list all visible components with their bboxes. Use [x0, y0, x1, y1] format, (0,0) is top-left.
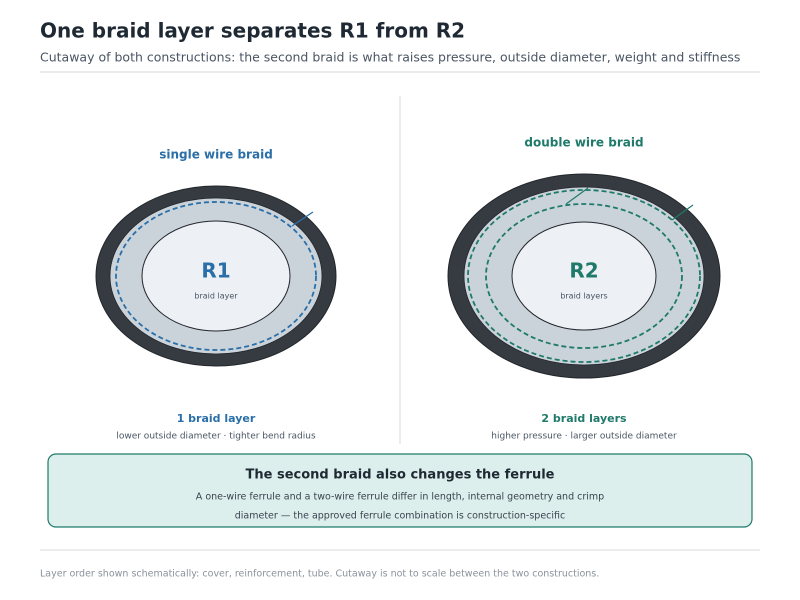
- construction-label: R2: [569, 259, 598, 283]
- cutaway-r2: [447, 173, 721, 379]
- cutaway-r1: [95, 185, 337, 367]
- panel-heading: single wire braid: [159, 148, 273, 162]
- footnote: Layer order shown schematically: cover, …: [40, 569, 599, 580]
- panel-heading: double wire braid: [524, 136, 643, 150]
- callout-title: The second braid also changes the ferrul…: [246, 468, 555, 483]
- caption-title: 1 braid layer: [177, 412, 256, 425]
- title: One braid layer separates R1 from R2: [40, 19, 465, 43]
- caption: higher pressure · larger outside diamete…: [491, 432, 677, 442]
- subtitle: Cutaway of both constructions: the secon…: [40, 50, 740, 65]
- callout-line: A one-wire ferrule and a two-wire ferrul…: [196, 492, 604, 503]
- callout-box: [47, 453, 753, 528]
- caption: lower outside diameter · tighter bend ra…: [116, 432, 316, 442]
- construction-sublabel: braid layer: [194, 292, 238, 301]
- caption-title: 2 braid layers: [541, 412, 627, 425]
- construction-sublabel: braid layers: [560, 292, 607, 301]
- construction-label: R1: [201, 259, 230, 283]
- callout-line: diameter — the approved ferrule combinat…: [235, 511, 566, 522]
